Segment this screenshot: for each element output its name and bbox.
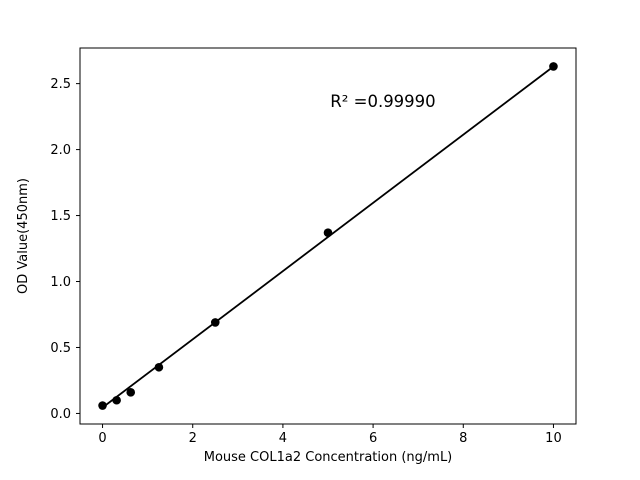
axes-spines	[79, 47, 577, 425]
x-axis-label: Mouse COL1a2 Concentration (ng/mL)	[204, 450, 453, 465]
data-point	[154, 362, 164, 372]
x-tick-label: 2	[189, 431, 197, 446]
data-point	[549, 62, 558, 71]
y-axis-label: OD Value(450nm)	[16, 178, 31, 294]
r-squared-annotation: R² =0.99990	[330, 92, 435, 111]
data-point	[98, 401, 107, 410]
data-point	[112, 395, 121, 405]
x-tick-label: 6	[369, 431, 377, 446]
y-tick-label: 2.0	[50, 143, 71, 158]
y-tick-label: 1.0	[50, 275, 71, 290]
data-point	[210, 318, 220, 327]
data-point	[126, 388, 136, 397]
x-tick-label: 0	[98, 431, 106, 446]
y-tick-label: 0.0	[50, 407, 71, 422]
x-tick-label: 10	[545, 431, 562, 446]
data-point	[323, 228, 333, 238]
y-tick-label: 1.5	[50, 209, 71, 224]
plot-dynamic-layer: 0 2 4 6 8 10 0.0 0.5 1.0 1.5 2.0 2.5	[50, 47, 577, 446]
y-tick-label: 2.5	[50, 77, 71, 92]
y-tick-label: 0.5	[50, 341, 71, 356]
x-tick-label: 4	[279, 431, 287, 446]
x-tick-label: 8	[459, 431, 467, 446]
